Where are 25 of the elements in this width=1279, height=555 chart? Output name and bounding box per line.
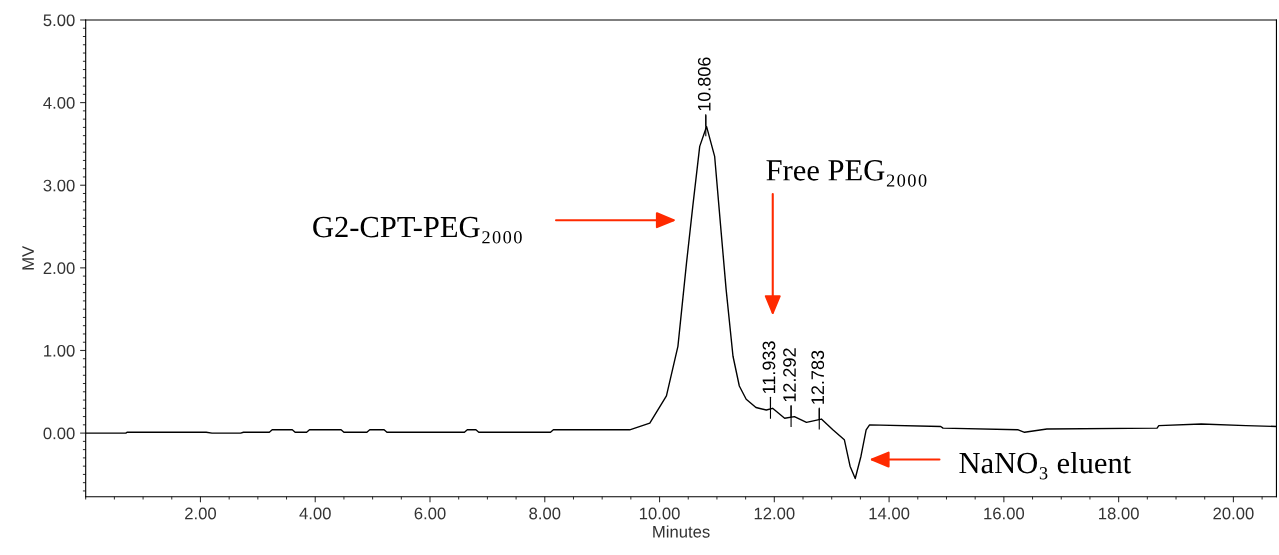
annotation: Free PEG₂₀₀₀: [766, 160, 927, 187]
x-tick-label: 8.00: [529, 507, 561, 520]
x-tick-label: 20.00: [1213, 507, 1254, 520]
x-tick-label: 16.00: [984, 507, 1025, 520]
y-tick-label: 3.00: [43, 179, 75, 192]
x-tick-label: 4.00: [299, 507, 331, 520]
y-axis-title: MV: [22, 245, 34, 270]
annotation: 12.783: [811, 350, 825, 404]
y-tick-label: 1.00: [44, 344, 75, 357]
annotation: 10.806: [697, 57, 711, 111]
y-tick-label: 4.00: [43, 97, 75, 109]
x-tick-label: 6.00: [414, 507, 446, 520]
x-tick-label: 10.00: [639, 507, 680, 520]
annotation: G2-CPT-PEG₂₀₀₀: [313, 216, 522, 244]
x-tick-label: 18.00: [1099, 507, 1139, 520]
x-tick-label: 14.00: [869, 507, 910, 520]
y-tick-label: 2.00: [43, 262, 75, 275]
y-tick-label: 0.00: [43, 427, 75, 440]
x-tick-label: 12.00: [754, 507, 795, 520]
annotation: NaNO₃ eluent: [959, 451, 1132, 480]
x-axis-title: Minutes: [653, 525, 710, 538]
annotation: 11.933: [762, 341, 776, 394]
x-tick-label: 2.00: [185, 507, 217, 520]
annotation: 12.292: [783, 348, 796, 402]
y-tick-label: 5.00: [43, 14, 75, 27]
